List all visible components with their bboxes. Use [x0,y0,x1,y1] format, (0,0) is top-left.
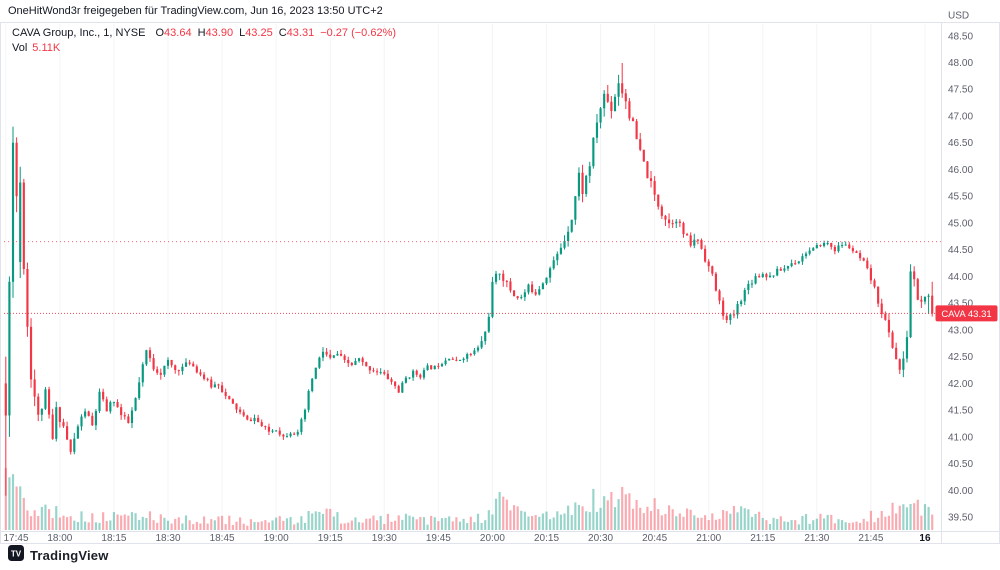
time-tick: 20:00 [480,533,505,544]
ohlc-open-label: O [155,27,165,39]
price-tick: 41.00 [948,432,973,443]
share-header-text: OneHitWond3r freigegeben für TradingView… [8,5,383,17]
price-tick: 44.50 [948,245,973,256]
symbol-title[interactable]: CAVA Group, Inc., 1, NYSE [12,27,146,39]
level-lines [4,241,942,314]
price-tick: 40.00 [948,486,973,497]
price-tick: 43.50 [948,299,973,310]
volume-layer [4,468,934,530]
price-tick: 42.00 [948,379,973,390]
chart-legend: CAVA Group, Inc., 1, NYSE O43.64 H43.90 L43… [12,26,396,56]
gridlines [5,24,926,531]
price-tick: 45.00 [948,218,973,229]
ohlc-high-value: 43.90 [205,27,234,39]
time-tick: 19:00 [264,533,289,544]
price-tick: 40.50 [948,459,973,470]
time-tick: 18:00 [47,533,72,544]
ohlc-high-label: H [197,27,206,39]
time-tick: 16 [919,533,931,544]
price-tick: 45.50 [948,192,973,203]
price-tick: 47.50 [948,85,973,96]
time-tick: 21:00 [696,533,721,544]
last-price-label: CAVA 43.31 [935,305,998,322]
svg-text:TV: TV [11,549,22,558]
candles-layer [4,63,934,496]
price-tick: 48.50 [948,31,973,42]
time-tick: 19:30 [372,533,397,544]
symbol-legend-row: CAVA Group, Inc., 1, NYSE O43.64 H43.90 L43… [12,26,396,41]
price-tick: 41.50 [948,406,973,417]
price-tick: 48.00 [948,58,973,69]
tradingview-logo-icon: TV [8,544,24,566]
time-tick: 21:45 [858,533,883,544]
svg-text:CAVA 43.31: CAVA 43.31 [941,309,991,320]
tradingview-wordmark: TradingView [30,547,109,563]
time-tick: 21:15 [750,533,775,544]
time-tick: 19:45 [426,533,451,544]
volume-legend-row: Vol 5.11K [12,41,396,56]
time-tick: 21:30 [804,533,829,544]
time-tick: 18:45 [210,533,235,544]
time-tick: 19:15 [318,533,343,544]
price-tick: 46.00 [948,165,973,176]
time-tick: 18:15 [101,533,126,544]
ohlc-open-value: 43.64 [164,27,192,39]
tradingview-watermark[interactable]: TV TradingView [8,544,109,566]
time-tick: 20:30 [588,533,613,544]
time-tick: 17:45 [3,533,28,544]
ohlc-low-label: L [239,27,246,39]
price-tick: 39.50 [948,513,973,524]
price-tick: 44.00 [948,272,973,283]
volume-value: 5.11K [32,42,61,54]
price-tick: 46.50 [948,138,973,149]
change-value: −0.27 (−0.62%) [320,27,397,39]
currency-label: USD [948,11,969,22]
price-axis[interactable] [942,22,1000,532]
ohlc-close-label: C [278,27,287,39]
time-tick: 18:30 [155,533,180,544]
price-tick: 47.00 [948,111,973,122]
ohlc-low-value: 43.25 [245,27,273,39]
price-tick: 42.50 [948,352,973,363]
time-axis[interactable] [0,532,941,544]
price-tick: 43.00 [948,325,973,336]
ohlc-close-value: 43.31 [286,27,315,39]
volume-label: Vol [12,42,28,54]
share-header: OneHitWond3r freigegeben für TradingView… [0,0,1000,22]
time-tick: 20:15 [534,533,559,544]
time-tick: 20:45 [642,533,667,544]
